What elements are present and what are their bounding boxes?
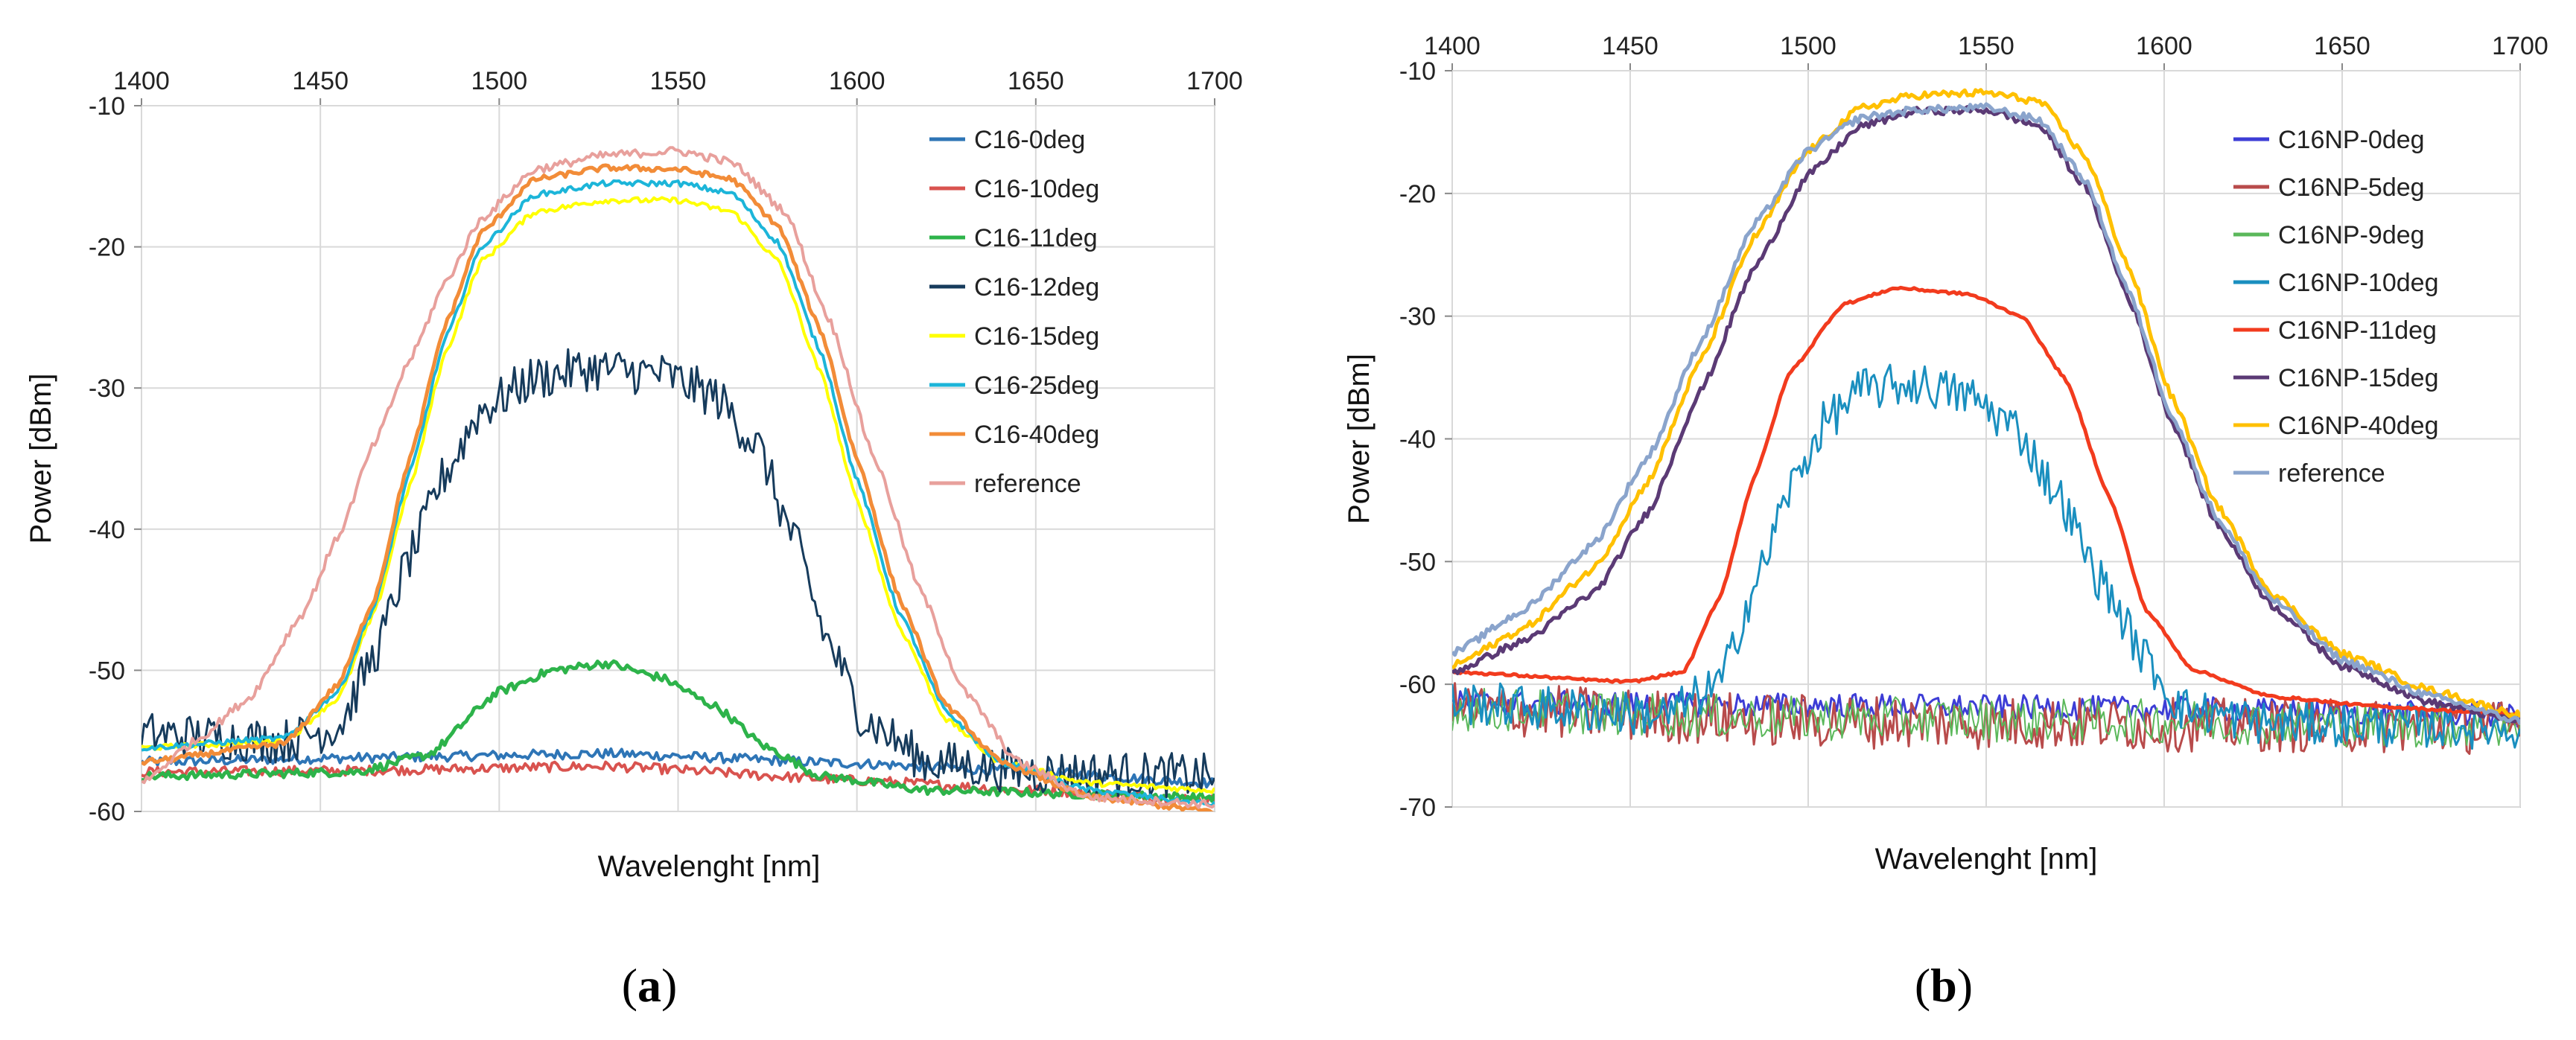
y-tick-label: -10 — [1399, 57, 1436, 86]
x-tick-label: 1700 — [1186, 67, 1243, 95]
legend-label: C16-12deg — [974, 273, 1099, 302]
legend-label: C16-15deg — [974, 322, 1099, 351]
y-tick-label: -20 — [1399, 180, 1436, 208]
panel-caption: (b) — [1915, 959, 1973, 1012]
panel-caption-part: ) — [1957, 959, 1973, 1012]
x-tick-label: 1600 — [2136, 32, 2192, 60]
panel-caption-part: b — [1930, 959, 1957, 1012]
y-tick-label: -40 — [1399, 426, 1436, 454]
panel-caption-part: ( — [1915, 959, 1930, 1012]
legend-label: C16-11deg — [974, 224, 1098, 252]
x-tick-label: 1650 — [2314, 32, 2370, 60]
x-tick-label: 1450 — [292, 67, 349, 95]
y-tick-label: -50 — [1399, 548, 1436, 576]
series-line-C16NP-11deg — [1452, 285, 2520, 718]
legend-label: C16NP-10deg — [2278, 269, 2438, 297]
x-tick-label: 1450 — [1602, 32, 1659, 60]
x-tick-label: 1550 — [650, 67, 707, 95]
legend-label: C16NP-0deg — [2278, 126, 2425, 154]
panel-caption-part: a — [637, 959, 661, 1012]
panel-a: 1400 1450 1500 1550 1600 1650 1700 -10 -20 -30 -40… — [25, 67, 1243, 1012]
series-line-C16NP-40deg — [1452, 88, 2520, 720]
y-tick-label: -60 — [89, 798, 125, 826]
panel-caption: (a) — [622, 959, 678, 1012]
legend-label: C16NP-9deg — [2278, 221, 2425, 249]
x-axis-label: Wavelenght [nm] — [1875, 843, 2098, 875]
x-tick-label: 1400 — [113, 67, 170, 95]
x-tick-label: 1500 — [471, 67, 528, 95]
series-line-reference — [1452, 102, 2520, 725]
x-tick-label: 1650 — [1008, 67, 1064, 95]
legend-label: C16-25deg — [974, 371, 1099, 400]
panel-caption-part: ( — [622, 959, 637, 1012]
y-tick-label: -50 — [89, 657, 125, 685]
y-axis-label: Power [dBm] — [25, 374, 57, 544]
panel-b: 1400 1450 1500 1550 1600 1650 1700 -10 -20 -30 -40… — [1343, 32, 2548, 1012]
legend-label: C16-40deg — [974, 421, 1099, 449]
legend-label: C16NP-11deg — [2278, 316, 2437, 345]
series-line-C16-11deg — [141, 659, 1215, 803]
y-tick-label: -30 — [1399, 303, 1436, 331]
y-tick-label: -40 — [89, 516, 125, 544]
x-axis-label: Wavelenght [nm] — [598, 850, 821, 883]
y-tick-label: -20 — [89, 234, 125, 262]
legend-label: reference — [2278, 459, 2385, 488]
y-tick-label: -70 — [1399, 794, 1436, 822]
panel-caption-part: ) — [661, 959, 677, 1012]
legend-label: C16-0deg — [974, 126, 1085, 154]
legend-label: reference — [974, 470, 1081, 498]
legend-label: C16-10deg — [974, 175, 1099, 203]
x-tick-label: 1500 — [1780, 32, 1836, 60]
x-tick-label: 1700 — [2492, 32, 2548, 60]
y-tick-label: -30 — [89, 374, 125, 403]
series-line-C16-40deg — [141, 163, 1215, 811]
y-tick-label: -60 — [1399, 671, 1436, 699]
series-line-C16NP-10deg — [1452, 363, 2520, 750]
y-axis-label: Power [dBm] — [1343, 354, 1376, 524]
x-tick-label: 1550 — [1958, 32, 2014, 60]
series-line-C16-12deg — [141, 348, 1215, 799]
x-tick-label: 1400 — [1424, 32, 1481, 60]
legend-label: C16NP-15deg — [2278, 364, 2438, 392]
legend-label: C16NP-5deg — [2278, 173, 2425, 202]
series-line-reference — [141, 146, 1215, 809]
x-tick-label: 1600 — [829, 67, 885, 95]
y-tick-label: -10 — [89, 92, 125, 121]
legend-label: C16NP-40deg — [2278, 412, 2438, 440]
series-line-C16NP-15deg — [1452, 105, 2520, 724]
